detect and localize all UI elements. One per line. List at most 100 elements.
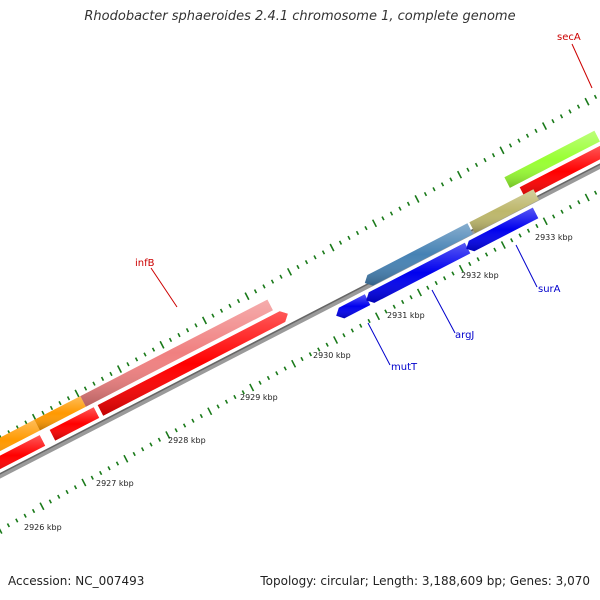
inner-tick-mark: [224, 399, 229, 404]
outer-tick-mark: [41, 410, 45, 415]
inner-tick-mark: [333, 336, 339, 344]
inner-tick-mark: [216, 404, 220, 409]
cds-block-red-shade: [49, 407, 100, 441]
outer-tick-mark: [449, 177, 453, 182]
inner-tick-mark: [510, 238, 514, 243]
outer-tick-mark: [83, 386, 88, 391]
outer-tick-mark: [49, 405, 54, 411]
feature-track: [0, 130, 600, 470]
outer-tick-mark: [398, 206, 402, 211]
tick-labels: 2926 kbp 2927 kbp 2928 kbp 2929 kbp 2930…: [24, 233, 573, 532]
cds-block-blue-shade: [466, 207, 539, 252]
inner-tick-mark: [73, 485, 78, 490]
secA-leader-line: [571, 43, 593, 89]
inner-tick-mark: [426, 285, 430, 290]
inner-tick-mark: [526, 228, 531, 233]
outer-tick-mark: [321, 250, 326, 255]
inner-tick-mark: [57, 494, 61, 499]
inner-tick-mark: [593, 190, 598, 195]
tick-label: 2928 kbp: [168, 436, 206, 445]
inner-tick-mark: [552, 214, 556, 219]
inner-tick-mark: [157, 437, 162, 442]
outer-tick-mark: [423, 191, 428, 197]
inner-tick-mark: [542, 217, 548, 226]
outer-tick-mark: [517, 138, 521, 143]
outer-tick-mark: [304, 259, 309, 265]
surA-leader-line: [515, 244, 538, 288]
gene-label-mutT: mutT: [391, 362, 418, 373]
infB-leader-line: [150, 267, 178, 308]
outer-tick-mark: [474, 162, 479, 168]
inner-tick-mark: [132, 451, 136, 457]
inner-tick-mark: [23, 513, 27, 518]
inner-tick-mark: [182, 423, 187, 428]
outer-tick-mark: [286, 267, 293, 276]
inner-tick-mark: [174, 428, 178, 433]
gene-label-surA: surA: [538, 284, 561, 295]
outer-tick-mark: [228, 303, 232, 309]
outer-tick-mark: [168, 337, 173, 343]
inner-tick-mark: [275, 371, 279, 376]
inner-tick-mark: [207, 407, 213, 416]
outer-tick-mark: [466, 167, 470, 172]
outer-tick-mark: [296, 264, 300, 270]
outer-tick-mark: [483, 157, 487, 163]
outer-tick-mark: [100, 376, 105, 381]
inner-tick-mark: [493, 247, 497, 252]
outer-tick-mark: [201, 316, 208, 325]
outer-tick-mark: [414, 195, 420, 203]
tick-label: 2931 kbp: [387, 311, 425, 320]
gene-leaders: [150, 43, 593, 366]
inner-tick-mark: [392, 304, 396, 309]
cds-block-mutT-shade: [336, 294, 371, 319]
inner-tick-mark: [484, 252, 489, 257]
outer-tick-mark: [194, 323, 198, 328]
inner-tick-mark: [90, 475, 94, 480]
inner-tick-track: [0, 190, 598, 534]
inner-tick-mark: [140, 447, 145, 452]
outer-tick-mark: [355, 230, 360, 236]
inner-tick-mark: [165, 431, 171, 439]
inner-tick-mark: [317, 347, 321, 352]
inner-tick-mark: [308, 352, 313, 357]
outer-tick-mark: [177, 332, 181, 338]
inner-tick-mark: [233, 394, 237, 400]
outer-tick-mark: [584, 97, 590, 106]
inner-tick-mark: [149, 442, 153, 447]
outer-tick-mark: [74, 389, 80, 398]
inner-tick-mark: [577, 200, 581, 205]
inner-tick-mark: [500, 241, 506, 249]
inner-tick-mark: [359, 323, 363, 328]
inner-tick-mark: [39, 502, 45, 511]
outer-tick-mark: [593, 94, 598, 100]
inner-tick-mark: [266, 375, 271, 381]
inner-tick-mark: [468, 261, 472, 267]
outer-tick-mark: [499, 146, 505, 155]
inner-tick-mark: [342, 333, 346, 338]
inner-tick-mark: [48, 499, 52, 504]
mutT-leader-line: [367, 322, 391, 366]
map-title: Rhodobacter sphaeroides 2.4.1 chromosome…: [84, 9, 516, 24]
cds-block-infB-shade: [97, 311, 288, 416]
inner-tick-mark: [6, 523, 11, 528]
outer-tick-mark: [270, 279, 275, 284]
inner-tick-mark: [115, 461, 120, 466]
cds-block-blue-shade: [366, 242, 471, 303]
tick-label: 2927 kbp: [96, 479, 134, 488]
inner-tick-mark: [416, 288, 422, 297]
inner-tick-mark: [409, 295, 413, 300]
inner-tick-mark: [367, 318, 371, 324]
outer-tick-mark: [364, 225, 368, 231]
outer-tick-mark: [381, 216, 385, 221]
gene-labels: secA infB mutT argJ surA: [135, 32, 581, 373]
outer-tick-mark: [559, 114, 564, 119]
cds-block-pink-shade: [80, 299, 273, 407]
outer-tick-mark: [134, 357, 139, 362]
inner-tick-mark: [241, 390, 245, 395]
inner-tick-mark: [249, 383, 255, 392]
outer-tick-mark: [253, 289, 258, 294]
inner-tick-mark: [384, 309, 388, 314]
summary-text: Topology: circular; Length: 3,188,609 bp…: [260, 574, 590, 588]
